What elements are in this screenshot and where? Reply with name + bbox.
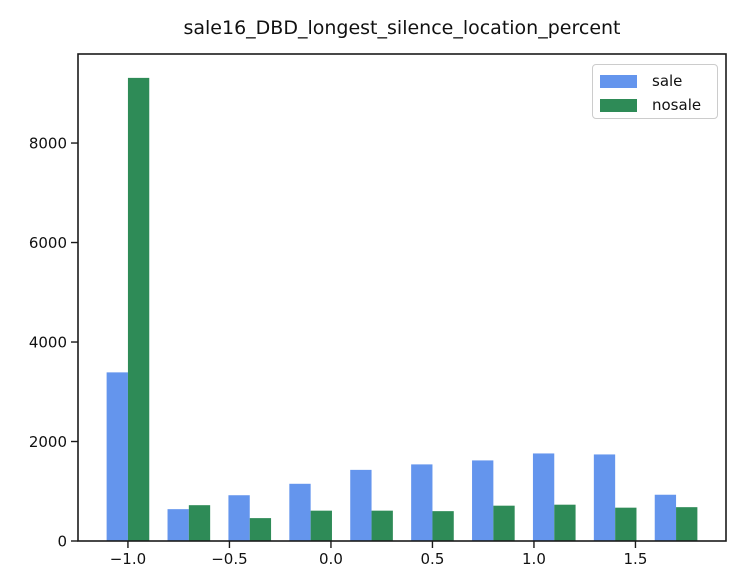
x-tick-label-0.5: 0.5 [421, 550, 445, 568]
x-tick-label-−1.0: −1.0 [110, 550, 146, 568]
bar-nosale-1 [188, 505, 211, 541]
legend-label-nosale: nosale [652, 95, 702, 114]
legend-label-sale: sale [652, 71, 683, 90]
bar-sale-6 [472, 460, 494, 541]
bar-sale-3 [289, 483, 311, 541]
bar-nosale-0 [127, 77, 150, 541]
bar-sale-4 [350, 469, 372, 541]
bar-sale-7 [532, 453, 555, 541]
bar-sale-1 [167, 509, 189, 541]
bar-sale-8 [593, 454, 616, 541]
x-tick-label-1.0: 1.0 [522, 550, 546, 568]
y-tick-label-8000: 8000 [29, 135, 67, 153]
bar-nosale-9 [676, 507, 698, 541]
legend-item-sale: sale [600, 69, 717, 93]
legend-swatch-nosale-icon [600, 98, 637, 112]
bar-nosale-7 [554, 504, 576, 541]
y-tick-label-6000: 6000 [29, 234, 67, 252]
legend-swatch-sale-icon [600, 74, 637, 88]
x-tick-label-−0.5: −0.5 [211, 550, 247, 568]
bar-nosale-5 [432, 511, 454, 541]
x-tick-label-1.5: 1.5 [624, 550, 648, 568]
y-tick-label-4000: 4000 [29, 334, 67, 352]
legend-item-nosale: nosale [600, 93, 717, 117]
bar-nosale-2 [249, 518, 272, 541]
bar-nosale-6 [493, 505, 515, 541]
chart-title: sale16_DBD_longest_silence_location_perc… [183, 17, 621, 39]
bar-sale-0 [106, 372, 128, 541]
y-tick-label-0: 0 [57, 533, 67, 551]
bar-sale-2 [228, 495, 250, 541]
y-tick-label-2000: 2000 [29, 433, 67, 451]
axes-frame [77, 53, 727, 542]
bar-nosale-4 [371, 510, 393, 541]
legend: sale nosale [592, 64, 718, 119]
bar-sale-5 [411, 464, 433, 541]
x-tick-label-0.0: 0.0 [319, 550, 343, 568]
bar-nosale-3 [310, 510, 332, 541]
bar-sale-9 [654, 494, 677, 541]
bar-nosale-8 [615, 507, 637, 541]
